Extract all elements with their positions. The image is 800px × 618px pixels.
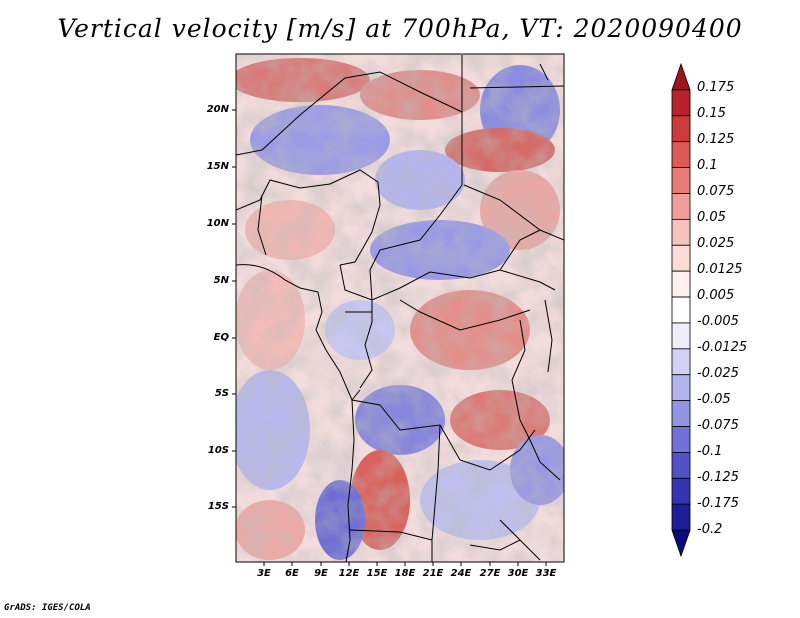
colorbar-label: -0.2 <box>697 522 723 537</box>
colorbar-label: -0.025 <box>697 366 739 381</box>
lon-label: 15E <box>366 568 388 579</box>
colorbar-segment <box>671 89 691 117</box>
colorbar-label: 0.05 <box>697 210 726 225</box>
lat-label: 15N <box>206 161 229 172</box>
colorbar-label: -0.175 <box>697 496 739 511</box>
colorbar-segment <box>671 374 691 402</box>
lon-label: 6E <box>285 568 299 579</box>
colorbar-segment <box>671 244 691 272</box>
colorbar-segment <box>671 167 691 194</box>
colorbar-label: 0.025 <box>697 236 735 251</box>
colorbar-segment <box>671 141 691 168</box>
colorbar-segment <box>671 218 691 246</box>
lat-label: 10S <box>207 445 229 456</box>
lat-label: 20N <box>206 104 229 115</box>
colorbar-segment <box>671 296 691 324</box>
colorbar-label: 0.005 <box>697 288 735 303</box>
colorbar-label: -0.005 <box>697 314 739 329</box>
colorbar-label: 0.175 <box>697 80 735 95</box>
lon-label: 30E <box>507 568 529 579</box>
colorbar-label: 0.0125 <box>697 262 743 277</box>
colorbar-segment <box>671 503 691 531</box>
colorbar-label: -0.0125 <box>697 340 748 355</box>
country-borders <box>236 55 564 562</box>
lat-ticks <box>232 109 236 508</box>
colorbar-segment <box>671 348 691 376</box>
lon-ticks <box>263 562 547 566</box>
map-frame <box>235 53 565 563</box>
colorbar-label: -0.1 <box>697 444 723 459</box>
colorbar-segment <box>671 115 691 143</box>
colorbar-segment <box>671 400 691 427</box>
colorbar-label: 0.125 <box>697 132 735 147</box>
colorbar-label: 0.15 <box>697 106 726 121</box>
colorbar-segment <box>671 529 691 558</box>
lon-label: 12E <box>338 568 360 579</box>
colorbar-segment <box>671 426 691 453</box>
colorbar-label: -0.125 <box>697 470 739 485</box>
colorbar-label: 0.1 <box>697 158 718 173</box>
colorbar-segment <box>671 322 691 350</box>
lon-label: 33E <box>535 568 557 579</box>
lon-label: 9E <box>314 568 328 579</box>
lon-label: 27E <box>479 568 501 579</box>
lat-label: EQ <box>213 332 229 343</box>
lon-label: 18E <box>394 568 416 579</box>
colorbar-segment <box>671 62 691 91</box>
grads-credit: GrADS: IGES/COLA <box>4 603 91 613</box>
lon-label: 24E <box>450 568 472 579</box>
colorbar <box>671 62 691 558</box>
vertical-velocity-field <box>236 54 564 562</box>
colorbar-segment <box>671 452 691 479</box>
colorbar-label: 0.075 <box>697 184 735 199</box>
lat-label: 5S <box>214 388 229 399</box>
colorbar-label: -0.075 <box>697 418 739 433</box>
lat-label: 10N <box>206 218 229 229</box>
colorbar-segment <box>671 270 691 298</box>
lon-label: 3E <box>257 568 271 579</box>
lat-label: 5N <box>213 275 229 286</box>
colorbar-segment <box>671 477 691 505</box>
lat-label: 15S <box>207 501 229 512</box>
colorbar-segment <box>671 193 691 220</box>
lon-label: 21E <box>422 568 444 579</box>
colorbar-label: -0.05 <box>697 392 731 407</box>
chart-title: Vertical velocity [m/s] at 700hPa, VT: 2… <box>57 14 743 43</box>
